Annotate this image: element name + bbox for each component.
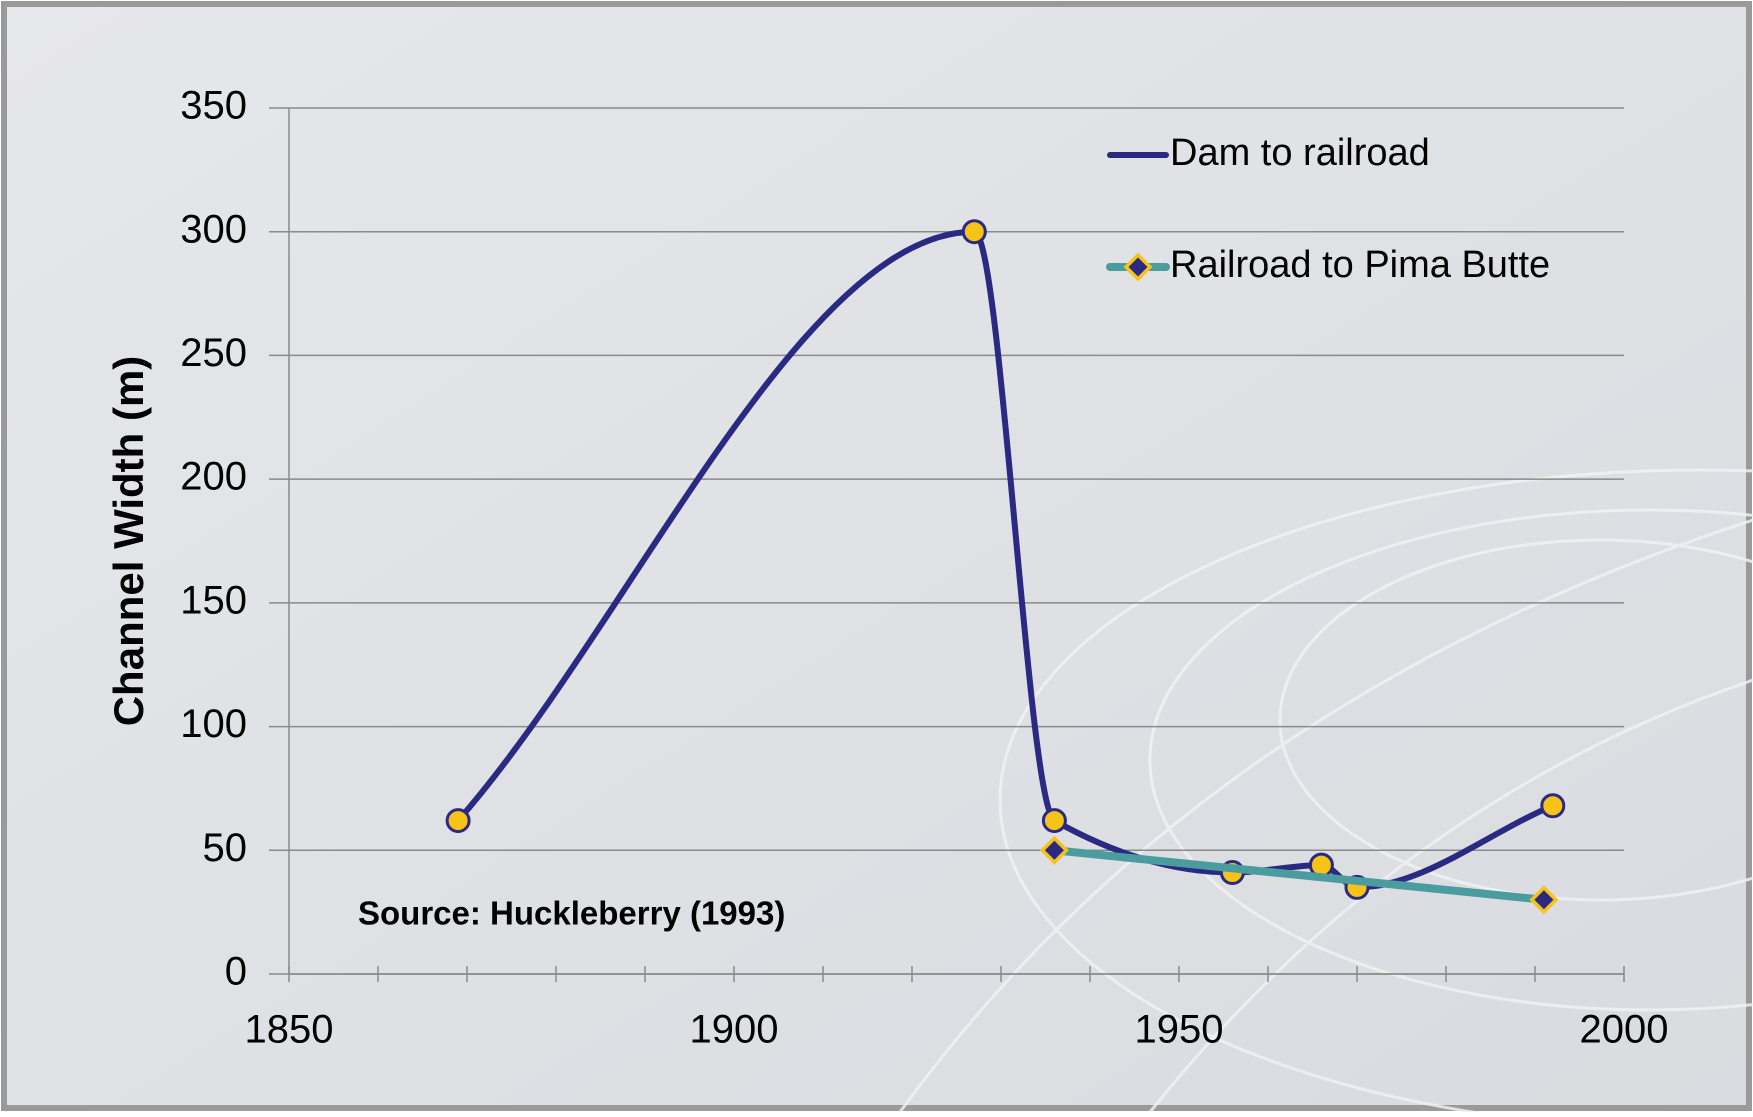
series-line [1053,846,1545,904]
marker [961,219,987,245]
y-tick-label: 50 [203,826,248,870]
y-tick-label: 0 [225,950,247,994]
x-tick-label: 1900 [690,1008,779,1052]
marker [445,808,471,834]
y-tick-label: 200 [180,455,247,499]
x-tick-label: 2000 [1580,1008,1669,1052]
marker [1529,885,1559,915]
y-tick-label: 100 [180,702,247,746]
y-tick-label: 300 [180,207,247,251]
x-tick-label: 1850 [245,1008,334,1052]
y-axis-label: Channel Width (m) [105,356,152,727]
marker [1123,252,1153,282]
legend-label: Railroad to Pima Butte [1170,244,1550,286]
y-tick-label: 150 [180,578,247,622]
marker [1041,808,1067,834]
marker [1039,835,1069,865]
annotation: Source: Huckleberry (1993) [358,895,785,932]
decoration [898,468,1753,1117]
y-tick-label: 250 [180,331,247,375]
legend-label: Dam to railroad [1170,132,1430,174]
y-tick-label: 350 [180,84,247,128]
x-tick-label: 1950 [1135,1008,1224,1052]
marker [1540,793,1566,819]
